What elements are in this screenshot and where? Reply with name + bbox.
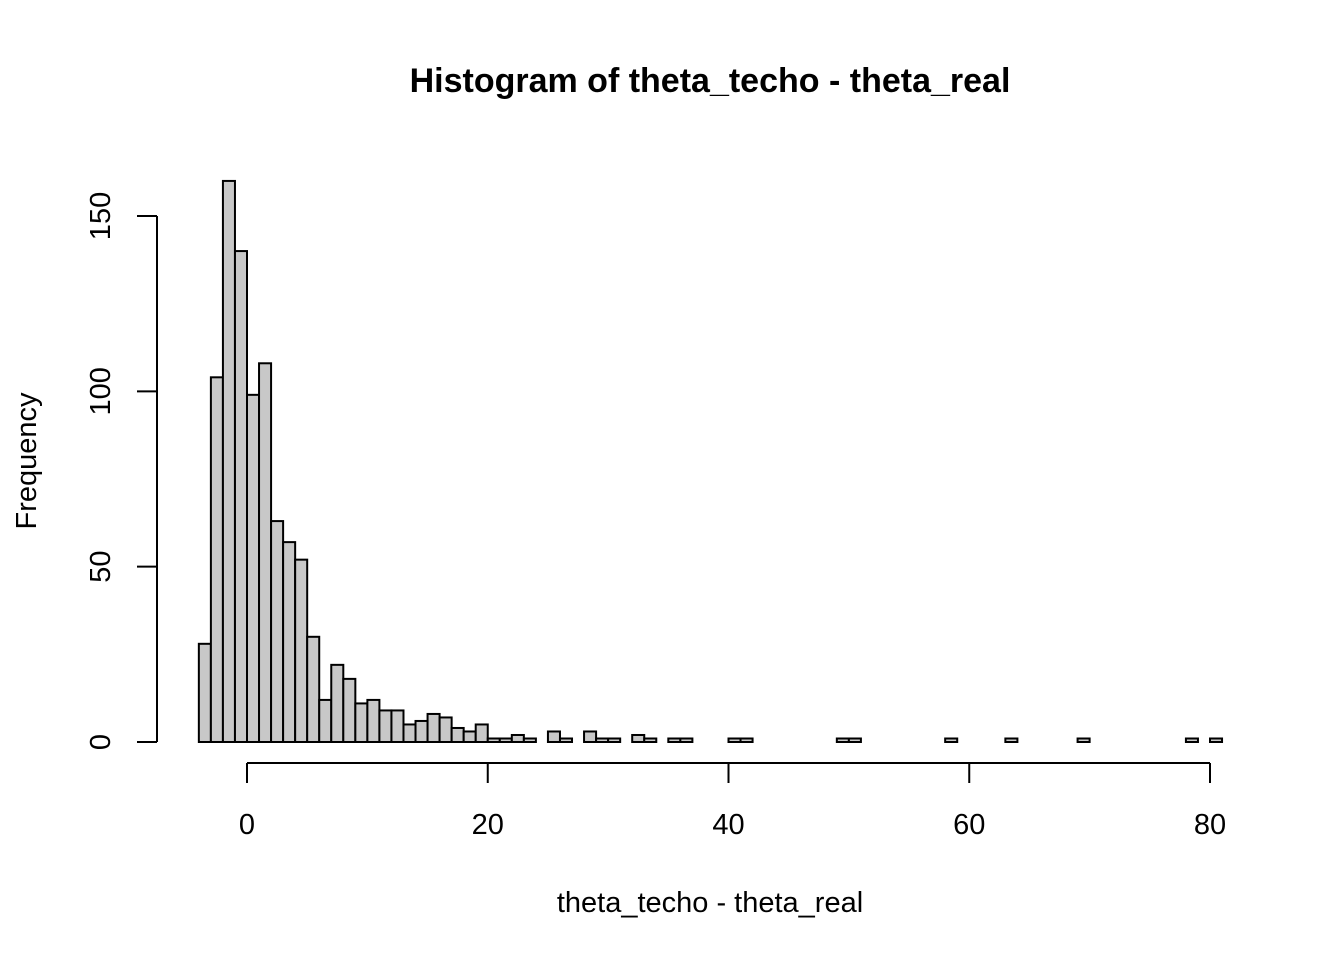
histogram-bar — [1076, 737, 1091, 744]
y-tick-label: 50 — [85, 551, 117, 583]
histogram-bar — [354, 702, 369, 744]
histogram-bar — [270, 520, 285, 744]
histogram-bar — [643, 737, 658, 744]
histogram-bar — [607, 737, 622, 744]
histogram-bar — [847, 737, 862, 744]
histogram-bar — [739, 737, 754, 744]
histogram-bar — [510, 733, 525, 744]
histogram-bar — [438, 716, 453, 743]
histogram-bar — [330, 663, 345, 743]
histogram-bar — [462, 730, 477, 743]
histogram-bar — [486, 737, 501, 744]
x-tick-label: 40 — [712, 809, 744, 841]
histogram-bar — [390, 709, 405, 744]
y-tick-label: 0 — [85, 734, 117, 750]
histogram-bar — [1209, 737, 1224, 744]
histogram-bar — [378, 709, 393, 744]
x-tick-label: 20 — [472, 809, 504, 841]
histogram-bar — [306, 635, 321, 743]
y-tick-label: 100 — [85, 367, 117, 415]
histogram-bars — [197, 179, 1224, 744]
histogram-bar — [546, 730, 561, 743]
x-tick-label: 60 — [953, 809, 985, 841]
histogram-bar — [631, 733, 646, 744]
histogram-bar — [294, 558, 309, 743]
histogram-bar — [342, 677, 357, 744]
histogram-bar — [414, 719, 429, 744]
histogram-bar — [498, 737, 513, 744]
histogram-bar — [402, 723, 417, 744]
histogram-bar — [595, 737, 610, 744]
histogram-bar — [667, 737, 682, 744]
histogram-bar — [233, 250, 248, 743]
histogram-bar — [197, 642, 212, 744]
histogram-bar — [583, 730, 598, 743]
histogram-bar — [1184, 737, 1199, 744]
histogram-bar — [558, 737, 574, 744]
histogram-bar — [318, 698, 333, 743]
x-axis-label: theta_techo - theta_real — [557, 887, 863, 919]
histogram-bar — [221, 179, 236, 743]
histogram-bar — [209, 376, 224, 743]
y-axis-label: Frequency — [11, 392, 43, 530]
histogram-bar — [246, 393, 261, 743]
x-tick-label: 80 — [1194, 809, 1226, 841]
histogram-bar — [944, 737, 959, 744]
histogram-bar — [522, 737, 537, 744]
histogram-bar — [258, 362, 273, 743]
histogram-bar — [474, 723, 489, 744]
histogram-bar — [450, 726, 465, 743]
histogram-bar — [679, 737, 694, 744]
histogram-bar — [835, 737, 850, 744]
histogram-bar — [426, 712, 441, 743]
x-axis: 0 20 40 60 80 — [239, 762, 1226, 841]
histogram-bar — [366, 698, 381, 743]
y-axis: 0 50 100 150 — [85, 192, 158, 750]
x-tick-label: 0 — [239, 809, 255, 841]
y-tick-label: 150 — [85, 192, 117, 240]
histogram-bar — [727, 737, 742, 744]
chart-title: Histogram of theta_techo - theta_real — [410, 62, 1011, 100]
histogram-bar — [282, 541, 297, 743]
histogram-bar — [1004, 737, 1019, 744]
